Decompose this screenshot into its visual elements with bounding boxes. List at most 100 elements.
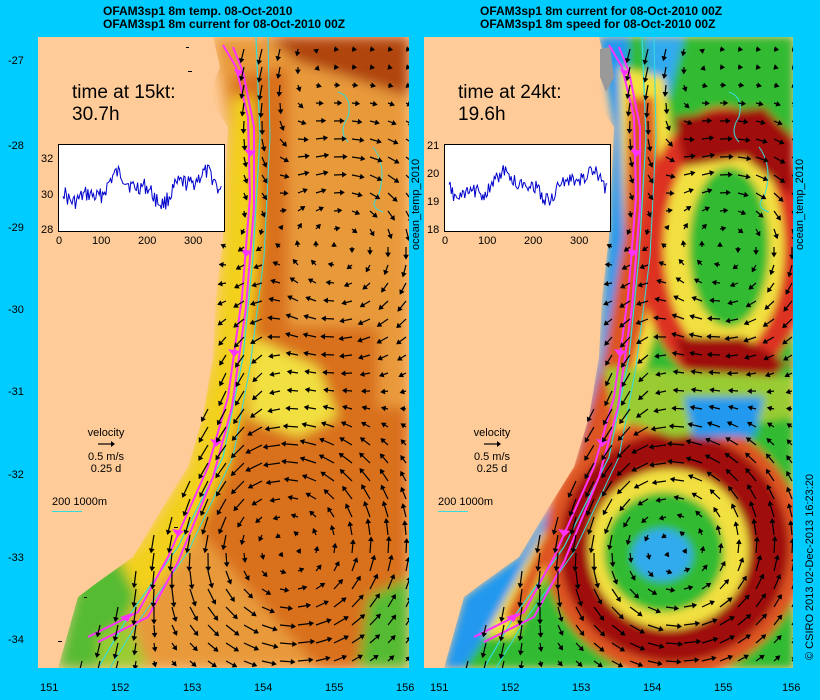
velocity-arrow-head (367, 250, 373, 255)
velocity-arrow-head (671, 405, 677, 412)
velocity-arrow-head (342, 153, 348, 160)
velocity-arrow-head (689, 404, 695, 411)
velocity-arrow-head (481, 632, 487, 638)
velocity-arrow-head (250, 338, 256, 344)
velocity-arrow-head (690, 153, 696, 160)
velocity-arrow-head (745, 467, 751, 474)
velocity-arrow-head (211, 599, 217, 605)
velocity-arrow-head (112, 636, 119, 642)
velocity-arrow-head (374, 593, 380, 599)
velocity-arrow-head (289, 277, 296, 283)
velocity-arrow-head (708, 369, 714, 376)
velocity-arrow (405, 174, 409, 179)
velocity-arrow-head (735, 248, 741, 254)
velocity-arrow-head (654, 353, 660, 359)
velocity-arrow-head (711, 655, 717, 662)
velocity-arrow-head (321, 188, 327, 194)
velocity-arrow (405, 120, 409, 124)
velocity-arrow-head (151, 619, 157, 625)
velocity-arrow-head (671, 350, 677, 357)
velocity-arrow-head (776, 594, 782, 600)
velocity-arrow-head (579, 630, 585, 637)
velocity-arrow-head (682, 222, 688, 229)
velocity-arrow-head (691, 295, 697, 302)
velocity-arrow-head (191, 601, 197, 607)
velocity-arrow-head (642, 77, 649, 83)
velocity-arrow-head (370, 554, 377, 561)
velocity-arrow-head (647, 194, 654, 201)
velocity-arrow-head (405, 236, 409, 242)
velocity-arrow-head (361, 388, 366, 394)
velocity-arrow-head (648, 571, 654, 578)
velocity-arrow-head (305, 602, 312, 609)
velocity-arrow-head (645, 130, 652, 136)
velocity-arrow-head (238, 57, 245, 64)
velocity-arrow-head (262, 177, 268, 184)
velocity-arrow-head (344, 503, 351, 509)
velocity-arrow-head (663, 109, 670, 115)
velocity-arrow-head (676, 513, 683, 519)
velocity-arrow-head (601, 472, 607, 479)
velocity-arrow-head (337, 100, 343, 106)
velocity-arrow-head (405, 64, 409, 70)
velocity-arrow-head (729, 281, 736, 288)
speed-map[interactable]: time at 24kt: 19.6h 21 20 19 18 0 100 20… (424, 37, 793, 668)
velocity-arrow-head (628, 178, 635, 184)
velocity-arrow-head (259, 130, 266, 136)
velocity-arrow-head (273, 643, 279, 649)
velocity-arrow-head (362, 284, 368, 290)
velocity-arrow-head (751, 266, 757, 273)
velocity-arrow-head (760, 119, 766, 126)
lon-tick: 151 (40, 682, 59, 694)
velocity-arrow-head (655, 608, 661, 614)
velocity-arrow-head (747, 484, 753, 490)
velocity-arrow-head (756, 554, 763, 561)
velocity-arrow-head (327, 636, 333, 643)
right-inset-xtick: 200 (524, 235, 543, 247)
velocity-arrow-head (388, 554, 394, 560)
velocity-arrow-head (785, 406, 792, 412)
left-inset-xtick: 200 (138, 235, 157, 247)
velocity-arrow-head (775, 101, 781, 107)
velocity-arrow-head (665, 125, 671, 131)
velocity-arrow-head (759, 654, 765, 660)
velocity-arrow-head (215, 454, 221, 461)
velocity-arrow-head (379, 468, 385, 475)
velocity-legend-duration: 0.25 d (90, 463, 122, 475)
velocity-arrow-head (517, 620, 523, 626)
velocity-arrow-head (320, 421, 327, 427)
velocity-arrow-head (658, 261, 664, 267)
velocity-arrow-head (242, 178, 249, 184)
velocity-arrow-head (777, 119, 783, 126)
velocity-arrow-head (726, 421, 733, 427)
velocity-arrow-head (748, 284, 754, 290)
velocity-arrow-head (255, 517, 261, 524)
velocity-arrow-head (281, 568, 287, 575)
velocity-arrow-head (612, 579, 619, 585)
velocity-arrow-head (616, 488, 623, 495)
velocity-arrow-head (690, 170, 696, 177)
velocity-arrow (483, 660, 487, 668)
velocity-arrow-head (557, 616, 564, 623)
velocity-arrow-head (725, 353, 731, 359)
velocity-arrow-head (399, 388, 405, 395)
velocity-arrow-head (262, 571, 268, 578)
velocity-arrow-head (786, 486, 792, 493)
velocity-arrow-head (299, 439, 305, 445)
velocity-arrow-head (709, 152, 716, 159)
velocity-arrow-head (393, 139, 399, 145)
velocity-arrow-head (396, 322, 402, 329)
velocity-arrow-head (233, 342, 240, 348)
velocity-arrow-head (672, 387, 678, 394)
velocity-arrow-head (370, 82, 376, 88)
lat-tick: -32 (8, 469, 24, 481)
velocity-arrow-head (169, 584, 175, 590)
temperature-map[interactable]: time at 15kt: 30.7h 32 30 28 0 100 200 3… (38, 37, 409, 668)
velocity-arrow-head (627, 557, 634, 563)
velocity-arrow-head (321, 117, 327, 124)
velocity-arrow-head (785, 388, 791, 395)
velocity-arrow-head (743, 191, 749, 198)
lon-tick: 152 (501, 682, 520, 694)
velocity-arrow-head (309, 510, 315, 516)
velocity-arrow-head (705, 437, 711, 444)
